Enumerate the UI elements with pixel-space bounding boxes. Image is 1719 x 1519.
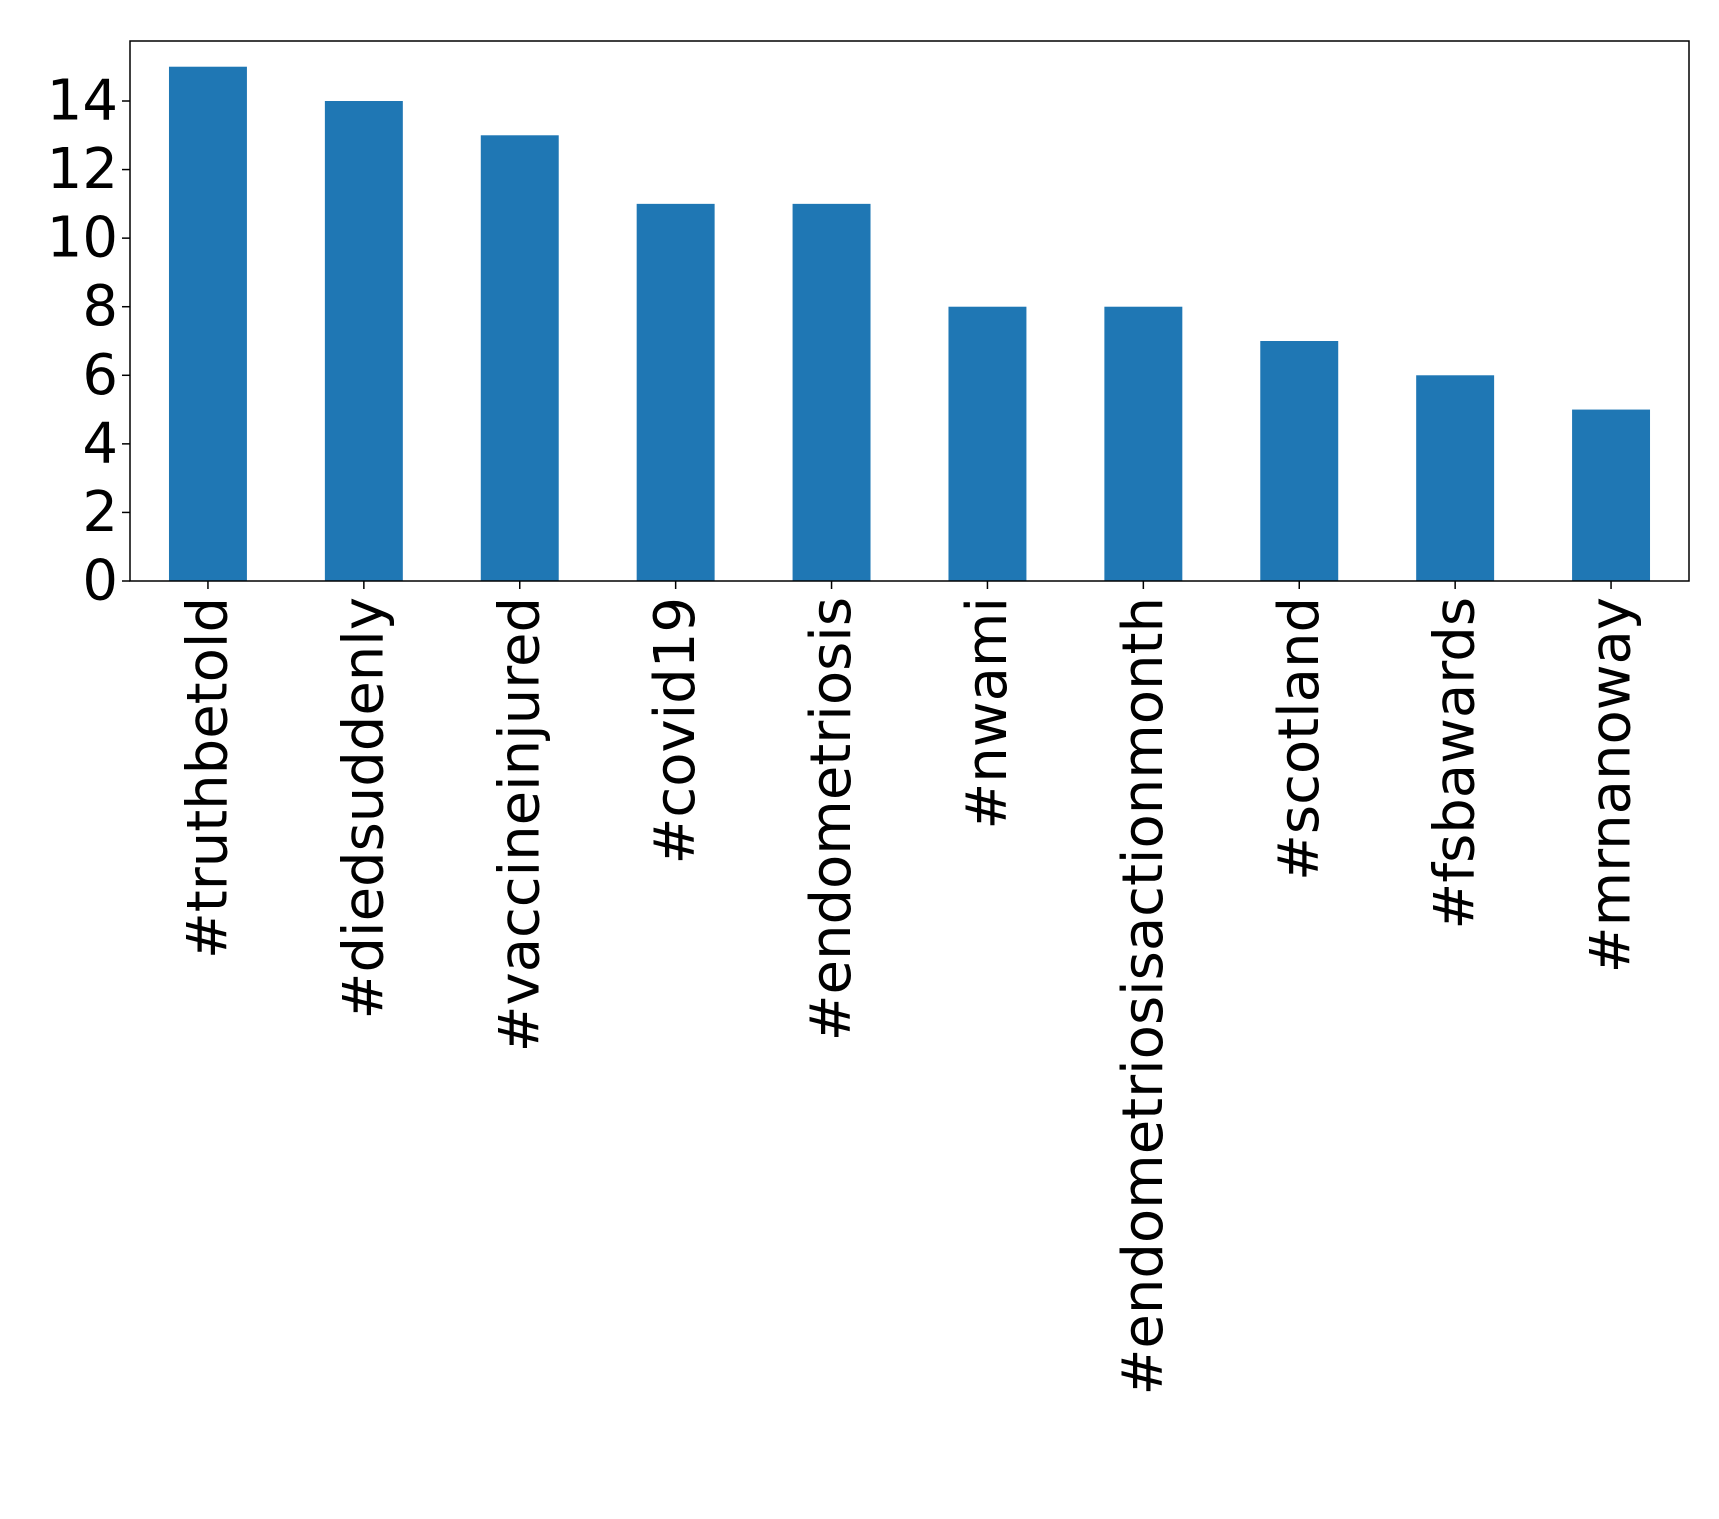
y-tick-label: 6 (82, 343, 118, 408)
bar-scotland (1260, 341, 1339, 581)
x-tick-label: #endometriosis (799, 597, 864, 1041)
x-tick-label: #truthbetold (175, 597, 240, 959)
x-tick-label: #mrnanoway (1579, 597, 1644, 973)
x-tick-label: #nwami (955, 597, 1020, 830)
bar-truthbetold (168, 66, 247, 581)
bar-fsbawards (1416, 375, 1495, 581)
plot-frame (129, 40, 1690, 582)
bar-endometriosis (792, 203, 871, 581)
y-tick-label: 8 (82, 274, 118, 339)
x-tick-label: #scotland (1267, 597, 1332, 881)
x-tick-label: #vaccineinjured (487, 597, 552, 1052)
bar-covid19 (636, 203, 715, 581)
y-tick-label: 2 (82, 480, 118, 545)
x-tick-label: #diedsuddenly (331, 597, 396, 1019)
y-tick-label: 14 (47, 69, 118, 134)
y-tick-label: 10 (47, 206, 118, 271)
bar-endometriosisactionmonth (1104, 306, 1183, 581)
bar-diedsuddenly (324, 101, 403, 581)
x-tick-label: #covid19 (643, 597, 708, 864)
bars-group (168, 66, 1651, 582)
x-tick-label: #fsbawards (1423, 597, 1488, 930)
x-axis: #truthbetold #diedsuddenly #vaccineinjured… (175, 581, 1644, 1396)
x-tick-label: #endometriosisactionmonth (1111, 597, 1176, 1396)
bar-mrnanoway (1572, 409, 1651, 581)
bar-nwami (948, 306, 1027, 581)
y-tick-label: 0 (82, 549, 118, 614)
y-tick-label: 12 (47, 137, 118, 202)
bar-vaccineinjured (480, 135, 559, 582)
y-tick-label: 4 (82, 411, 118, 476)
